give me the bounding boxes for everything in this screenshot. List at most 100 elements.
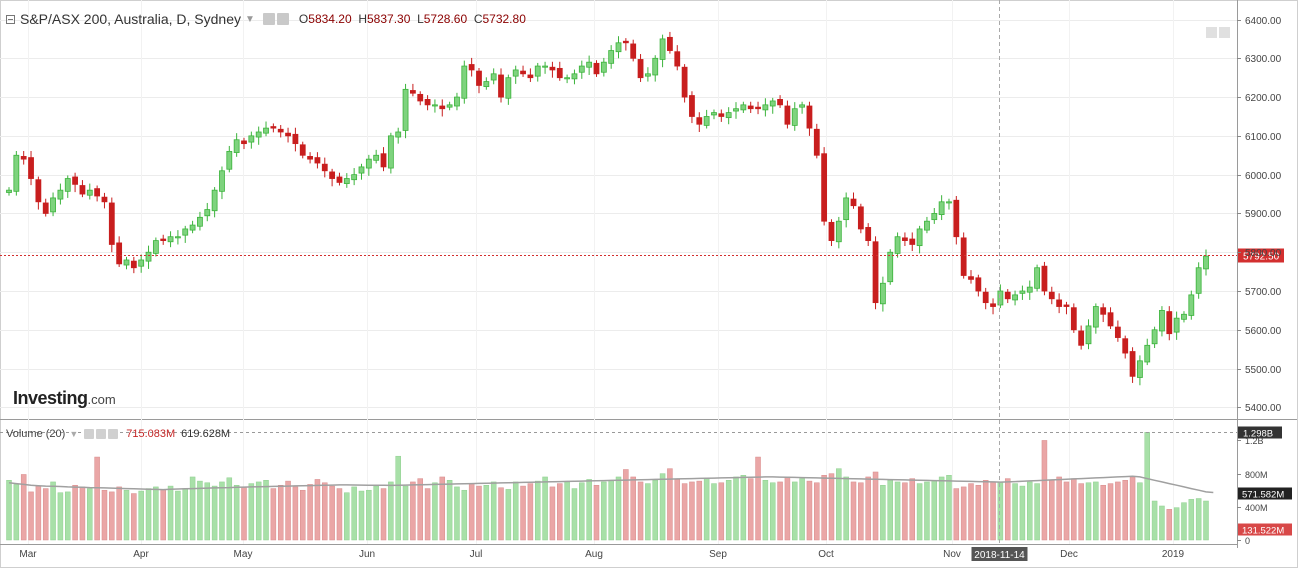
volume-bar: [461, 489, 468, 541]
candle: [916, 228, 923, 247]
candle: [189, 224, 196, 231]
candle: [946, 201, 952, 204]
candle: [483, 81, 490, 88]
candle: [365, 158, 372, 169]
candle: [424, 99, 431, 106]
candle: [123, 259, 130, 266]
volume-bar: [1159, 505, 1165, 541]
volume-bar: [263, 480, 269, 541]
gear-icon[interactable]: [96, 429, 107, 439]
candle: [615, 42, 622, 53]
candle: [1012, 294, 1018, 301]
volume-bar: [608, 480, 614, 541]
candle: [902, 237, 908, 241]
price-tick-label: 5400.00: [1245, 403, 1282, 414]
volume-bar: [1056, 476, 1062, 541]
candle: [307, 156, 313, 160]
volume-bar: [1093, 481, 1099, 541]
candle: [711, 112, 717, 116]
candle: [57, 189, 64, 200]
volume-bar: [960, 486, 967, 541]
candle: [28, 157, 34, 179]
volume-bar: [79, 486, 86, 541]
volume-title[interactable]: Volume (20): [6, 428, 66, 440]
volume-bar: [483, 484, 490, 541]
volume-bar: [777, 481, 783, 541]
candle: [182, 228, 189, 236]
volume-bar: [880, 484, 886, 541]
candle: [167, 236, 174, 243]
volume-bar: [380, 488, 387, 541]
volume-bar: [167, 485, 174, 541]
volume-bar: [836, 468, 842, 541]
chevron-down-icon[interactable]: ▼: [245, 13, 255, 25]
candle: [219, 170, 225, 192]
candle: [64, 178, 71, 192]
candle: [622, 40, 629, 44]
volume-bar: [990, 481, 996, 541]
candle: [924, 220, 930, 231]
candle: [130, 260, 137, 269]
collapse-icon[interactable]: [6, 14, 15, 24]
candle: [336, 176, 343, 183]
candle: [1048, 291, 1055, 300]
candle: [490, 73, 497, 81]
candle: [850, 198, 857, 207]
volume-bar: [821, 475, 827, 541]
volume-bar: [792, 481, 798, 541]
candle: [351, 174, 358, 181]
candle: [1107, 312, 1114, 327]
candle: [703, 116, 710, 126]
price-tick-label: 5500.00: [1245, 365, 1282, 376]
volume-bar: [292, 486, 299, 541]
volume-bar: [211, 485, 218, 541]
candle: [909, 238, 916, 245]
candle: [1137, 360, 1143, 378]
volume-bar: [116, 486, 122, 541]
volume-bar: [982, 480, 989, 541]
candle: [439, 105, 446, 110]
chevron-down-icon[interactable]: ▼: [69, 429, 79, 439]
maximize-icon[interactable]: [1206, 27, 1217, 38]
candle: [1181, 313, 1187, 320]
eye-icon[interactable]: [84, 429, 95, 439]
gear-icon[interactable]: [276, 13, 289, 25]
time-tick-label: Nov: [943, 549, 961, 560]
candle: [1144, 344, 1151, 363]
volume-bar: [953, 488, 960, 541]
candle: [277, 128, 284, 133]
last-price-tag: [1238, 248, 1284, 263]
volume-bar: [755, 456, 761, 541]
volume-bar: [564, 481, 570, 541]
volume-ma-tag: [1238, 487, 1292, 500]
volume-bar: [938, 476, 945, 541]
candle: [879, 282, 886, 305]
candle: [387, 135, 394, 169]
volume-bar: [1085, 482, 1092, 541]
volume-bar: [446, 480, 453, 541]
candle: [248, 135, 255, 143]
volume-bar: [366, 489, 372, 541]
candle: [938, 201, 945, 216]
volume-bar: [432, 482, 438, 541]
volume-bar: [659, 473, 666, 541]
volume-bar: [747, 478, 754, 541]
candle: [1159, 310, 1165, 332]
volume-bar: [395, 455, 401, 541]
close-icon[interactable]: [108, 429, 119, 439]
volume-bar: [740, 475, 747, 541]
volume-bar: [711, 483, 717, 541]
volume-bar: [872, 471, 879, 541]
candle: [549, 66, 556, 71]
volume-bar: [909, 478, 916, 541]
candle: [865, 227, 872, 241]
settings-icon[interactable]: [1219, 27, 1230, 38]
eye-icon[interactable]: [262, 13, 275, 25]
candle: [1203, 255, 1209, 270]
candle: [108, 202, 115, 245]
volume-legend: Volume (20) ▼ 715.083M 619.628M: [6, 428, 230, 440]
candle: [1063, 304, 1070, 307]
low-value: 5728.60: [423, 12, 468, 26]
instrument-title[interactable]: S&P/ASX 200, Australia, D, Sydney: [20, 11, 242, 27]
